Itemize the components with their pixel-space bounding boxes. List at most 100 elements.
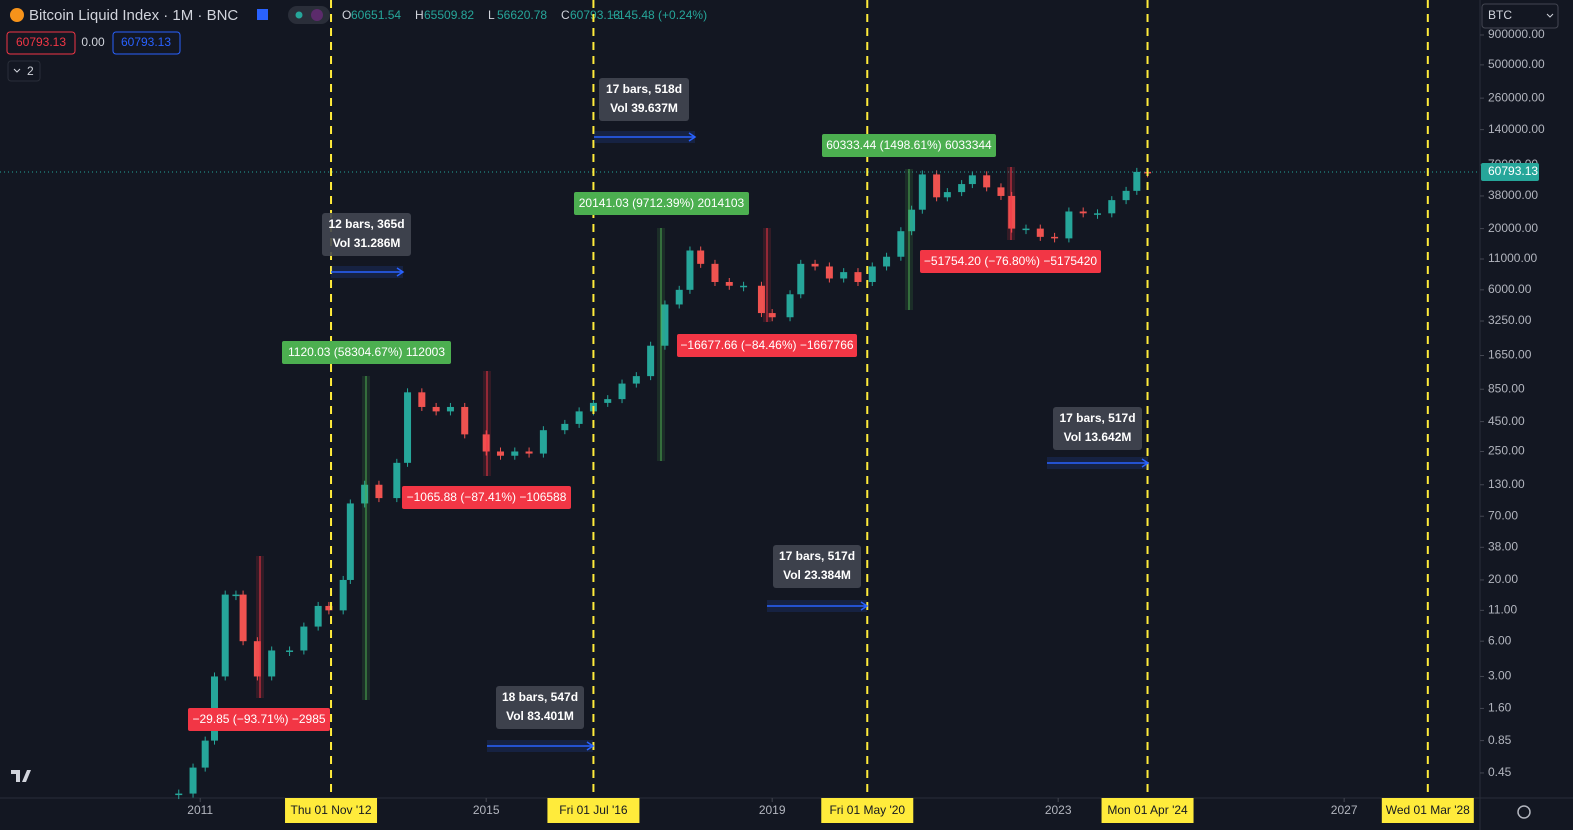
ohlc-value: 60793.13 <box>570 8 620 22</box>
settings-icon[interactable] <box>1517 805 1531 819</box>
range-vol: Vol 13.642M <box>1064 430 1132 444</box>
status-pill[interactable] <box>288 6 330 24</box>
y-tick-label: 450.00 <box>1488 414 1525 428</box>
range-box <box>1053 407 1142 450</box>
y-tick-label: 250.00 <box>1488 444 1525 458</box>
currency-select[interactable] <box>1481 3 1559 29</box>
range-bars: 17 bars, 517d <box>1059 411 1135 425</box>
range-bars: 12 bars, 365d <box>328 217 404 231</box>
date-label: Wed 01 Mar '28 <box>1386 803 1470 817</box>
x-tick-label: 2027 <box>1331 803 1358 817</box>
ohlc-key: L <box>488 8 495 22</box>
y-tick-label: 260000.00 <box>1488 90 1545 104</box>
measure-box <box>574 192 749 215</box>
chevron <box>13 68 21 73</box>
currency: BTC <box>1488 8 1512 22</box>
date-label-box <box>1101 798 1194 823</box>
price-box-text: 60793.13 <box>121 35 171 49</box>
y-tick-label: 130.00 <box>1488 477 1525 491</box>
date-label-box <box>285 798 378 823</box>
date-label: Mon 01 Apr '24 <box>1107 803 1188 817</box>
price-tag <box>1481 163 1539 182</box>
measure-box <box>822 134 996 157</box>
y-tick-label: 20000.00 <box>1488 221 1538 235</box>
measure-box <box>677 334 857 357</box>
date-label: Fri 01 May '20 <box>829 803 905 817</box>
ohlc-key: H <box>415 8 424 22</box>
measure-label: 20141.03 (9712.39%) 2014103 <box>579 196 745 210</box>
change: +145.48 (+0.24%) <box>611 8 707 22</box>
arrow-head <box>860 601 869 611</box>
measure-label: −51754.20 (−76.80%) −5175420 <box>924 254 1097 268</box>
y-tick-label: 38000.00 <box>1488 188 1538 202</box>
range-bars: 18 bars, 547d <box>502 690 578 704</box>
measure-label: −29.85 (−93.71%) −2985 <box>192 712 325 726</box>
measure-label: 1120.03 (58304.67%) 112003 <box>288 345 445 359</box>
ohlc-key: O <box>342 8 351 22</box>
ohlc-value: 60651.54 <box>351 8 401 22</box>
ohlc-value: 56620.78 <box>497 8 547 22</box>
measure-label: −16677.66 (−84.46%) −1667766 <box>680 338 853 352</box>
y-tick-label: 1650.00 <box>1488 348 1532 362</box>
indicator-count: 2 <box>27 64 34 78</box>
plot <box>175 167 1152 800</box>
arrow-head <box>688 132 697 142</box>
price-box[interactable] <box>6 31 76 55</box>
range-box <box>322 213 411 256</box>
range-vol: Vol 23.384M <box>783 568 851 582</box>
y-tick-label: 850.00 <box>1488 381 1525 395</box>
y-tick-label: 6.00 <box>1488 633 1512 647</box>
date-label-box <box>547 798 640 823</box>
range-box <box>599 78 689 121</box>
range-bars: 17 bars, 517d <box>779 549 855 563</box>
range-vol: Vol 31.286M <box>333 236 401 250</box>
date-label-box <box>1381 798 1474 823</box>
date-label: Thu 01 Nov '12 <box>291 803 372 817</box>
measure-box <box>402 486 571 509</box>
measure-box <box>188 708 330 731</box>
ohlc-value: 65509.82 <box>424 8 474 22</box>
y-tick-label: 0.85 <box>1488 733 1512 747</box>
price-box-text: 0.00 <box>81 35 105 49</box>
y-tick-label: 900000.00 <box>1488 27 1545 41</box>
chevron <box>1546 13 1554 18</box>
y-tick-label: 6000.00 <box>1488 282 1532 296</box>
range-box <box>773 545 861 588</box>
indicator-toggle[interactable] <box>7 60 41 82</box>
arrow-head <box>396 267 405 277</box>
range-box <box>496 686 584 729</box>
status-dot <box>295 11 303 19</box>
y-tick-label: 38.00 <box>1488 539 1518 553</box>
logo <box>11 770 31 782</box>
measure-box <box>920 250 1101 273</box>
flag-icon[interactable] <box>257 9 268 20</box>
x-tick-label: 2011 <box>187 803 213 817</box>
range-bars: 17 bars, 518d <box>606 82 682 96</box>
price-box-text: 60793.13 <box>16 35 66 49</box>
date-label-box <box>821 798 914 823</box>
price-tag-label: 60793.13 <box>1488 164 1538 178</box>
y-tick-label: 20.00 <box>1488 572 1518 586</box>
measure-box <box>282 341 451 364</box>
price-box[interactable] <box>112 31 181 55</box>
x-tick-label: 2015 <box>473 803 500 817</box>
status-dot <box>311 9 323 21</box>
y-tick-label: 500000.00 <box>1488 57 1545 71</box>
y-tick-label: 11000.00 <box>1488 251 1537 265</box>
arrow-head <box>1141 458 1150 468</box>
y-tick-label: 3250.00 <box>1488 313 1532 327</box>
x-tick-label: 2023 <box>1045 803 1072 817</box>
range-vol: Vol 83.401M <box>506 709 574 723</box>
range-vol: Vol 39.637M <box>610 101 678 115</box>
measure-label: −1065.88 (−87.41%) −106588 <box>407 490 567 504</box>
x-tick-label: 2019 <box>759 803 786 817</box>
y-tick-label: 11.00 <box>1488 603 1517 617</box>
y-tick-label: 70.00 <box>1488 508 1518 522</box>
y-tick-label: 140000.00 <box>1488 122 1545 136</box>
date-label: Fri 01 Jul '16 <box>559 803 628 817</box>
ohlc-key: C <box>561 8 570 22</box>
measure-label: 60333.44 (1498.61%) 6033344 <box>826 138 992 152</box>
y-tick-label: 0.45 <box>1488 765 1512 779</box>
